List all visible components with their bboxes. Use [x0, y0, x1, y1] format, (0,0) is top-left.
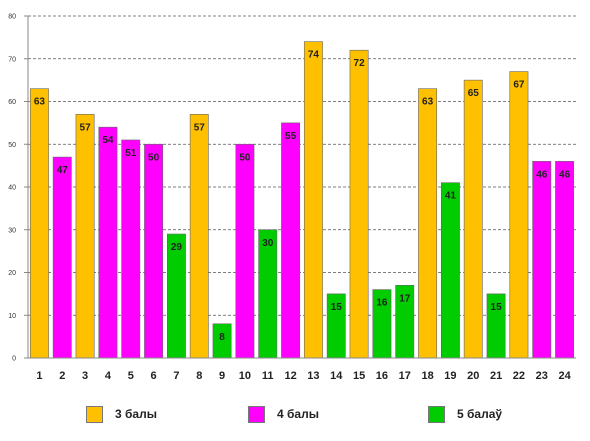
bar-18: [418, 88, 438, 359]
x-tick-label-1: 1: [36, 370, 42, 382]
data-label-10: 50: [239, 152, 251, 163]
data-label-22: 67: [513, 80, 525, 91]
data-label-18: 63: [422, 97, 434, 108]
bar-15: [349, 49, 369, 359]
bar-19: [440, 182, 460, 359]
y-tick-label: 60: [8, 99, 16, 106]
data-label-17: 17: [399, 293, 411, 304]
bar-22: [509, 71, 529, 359]
x-tick-label-16: 16: [376, 370, 388, 382]
legend-label-3-baly: 3 балы: [115, 407, 157, 421]
x-tick-label-19: 19: [444, 370, 456, 382]
legend-swatch-3-baly: [86, 405, 103, 423]
y-tick-label: 80: [8, 14, 16, 21]
bar-2: [52, 156, 72, 359]
x-tick-label-2: 2: [59, 370, 65, 382]
bar-5: [121, 139, 141, 359]
bar-4: [98, 126, 118, 359]
x-tick-label-15: 15: [353, 370, 365, 382]
data-label-7: 29: [171, 242, 183, 253]
x-tick-label-21: 21: [490, 370, 502, 382]
x-tick-label-22: 22: [513, 370, 525, 382]
x-tick-label-3: 3: [82, 370, 88, 382]
x-tick-label-9: 9: [219, 370, 225, 382]
legend-swatch-5-balau: [428, 405, 445, 423]
x-tick-label-10: 10: [239, 370, 251, 382]
legend-item-5-balau: 5 балаў: [428, 402, 502, 426]
bar-10: [235, 143, 255, 359]
data-label-5: 51: [125, 148, 137, 159]
data-label-15: 72: [354, 58, 366, 69]
bar-13: [303, 41, 323, 359]
y-tick-label: 20: [8, 270, 16, 277]
gridlines: [28, 15, 576, 316]
x-tick-label-24: 24: [558, 370, 571, 382]
x-tick-label-20: 20: [467, 370, 479, 382]
y-tick-label: 50: [8, 142, 16, 149]
x-tick-label-12: 12: [284, 370, 296, 382]
legend-label-5-balau: 5 балаў: [457, 407, 503, 421]
bar-11: [258, 229, 278, 359]
y-tick-label: 70: [8, 56, 16, 63]
x-tick-label-6: 6: [151, 370, 157, 382]
bar-20: [463, 79, 483, 359]
bar-6: [144, 143, 164, 359]
bar-24: [555, 161, 575, 359]
data-label-12: 55: [285, 131, 297, 142]
data-label-1: 63: [34, 97, 46, 108]
bar-12: [281, 122, 301, 359]
x-tick-label-13: 13: [307, 370, 319, 382]
legend-item-3-baly: 3 балы: [86, 402, 157, 426]
data-label-13: 74: [308, 50, 320, 61]
legend-swatch-4-baly: [248, 405, 265, 423]
data-labels: 63 47 57 54 51 50 29 57 8 50 30 55 74 15 72 16 17 63 41 65 1…: [34, 50, 571, 343]
x-tick-label-11: 11: [262, 370, 274, 382]
x-tick-label-23: 23: [536, 370, 548, 382]
data-label-24: 46: [559, 169, 571, 180]
bar-1: [29, 88, 49, 359]
bar-3: [75, 114, 95, 359]
data-label-16: 16: [376, 298, 388, 309]
legend: 3 балы 4 балы 5 балаў: [0, 402, 590, 426]
data-label-11: 30: [262, 238, 274, 249]
data-label-6: 50: [148, 152, 160, 163]
y-tick-label: 40: [8, 185, 16, 192]
x-tick-label-4: 4: [105, 370, 112, 382]
data-label-21: 15: [491, 302, 503, 313]
data-label-19: 41: [445, 191, 457, 202]
x-tick-label-18: 18: [421, 370, 433, 382]
legend-item-4-baly: 4 балы: [248, 402, 319, 426]
y-tick-label: 0: [12, 356, 16, 363]
data-label-14: 15: [331, 302, 343, 313]
legend-label-4-baly: 4 балы: [277, 407, 319, 421]
bar-8: [189, 114, 209, 359]
bars: [29, 41, 575, 359]
y-tick-label: 10: [8, 313, 16, 320]
x-tick-label-8: 8: [196, 370, 202, 382]
x-tick-label-7: 7: [173, 370, 179, 382]
data-label-20: 65: [468, 88, 480, 99]
data-label-4: 54: [102, 135, 114, 146]
x-tick-label-17: 17: [399, 370, 411, 382]
data-label-8: 57: [194, 122, 206, 133]
data-label-9: 8: [219, 332, 225, 343]
bar-23: [532, 161, 552, 359]
y-tick-label: 30: [8, 227, 16, 234]
x-tick-label-5: 5: [128, 370, 134, 382]
data-label-2: 47: [57, 165, 69, 176]
data-label-3: 57: [80, 122, 92, 133]
x-tick-label-14: 14: [330, 370, 343, 382]
data-label-23: 46: [536, 169, 548, 180]
